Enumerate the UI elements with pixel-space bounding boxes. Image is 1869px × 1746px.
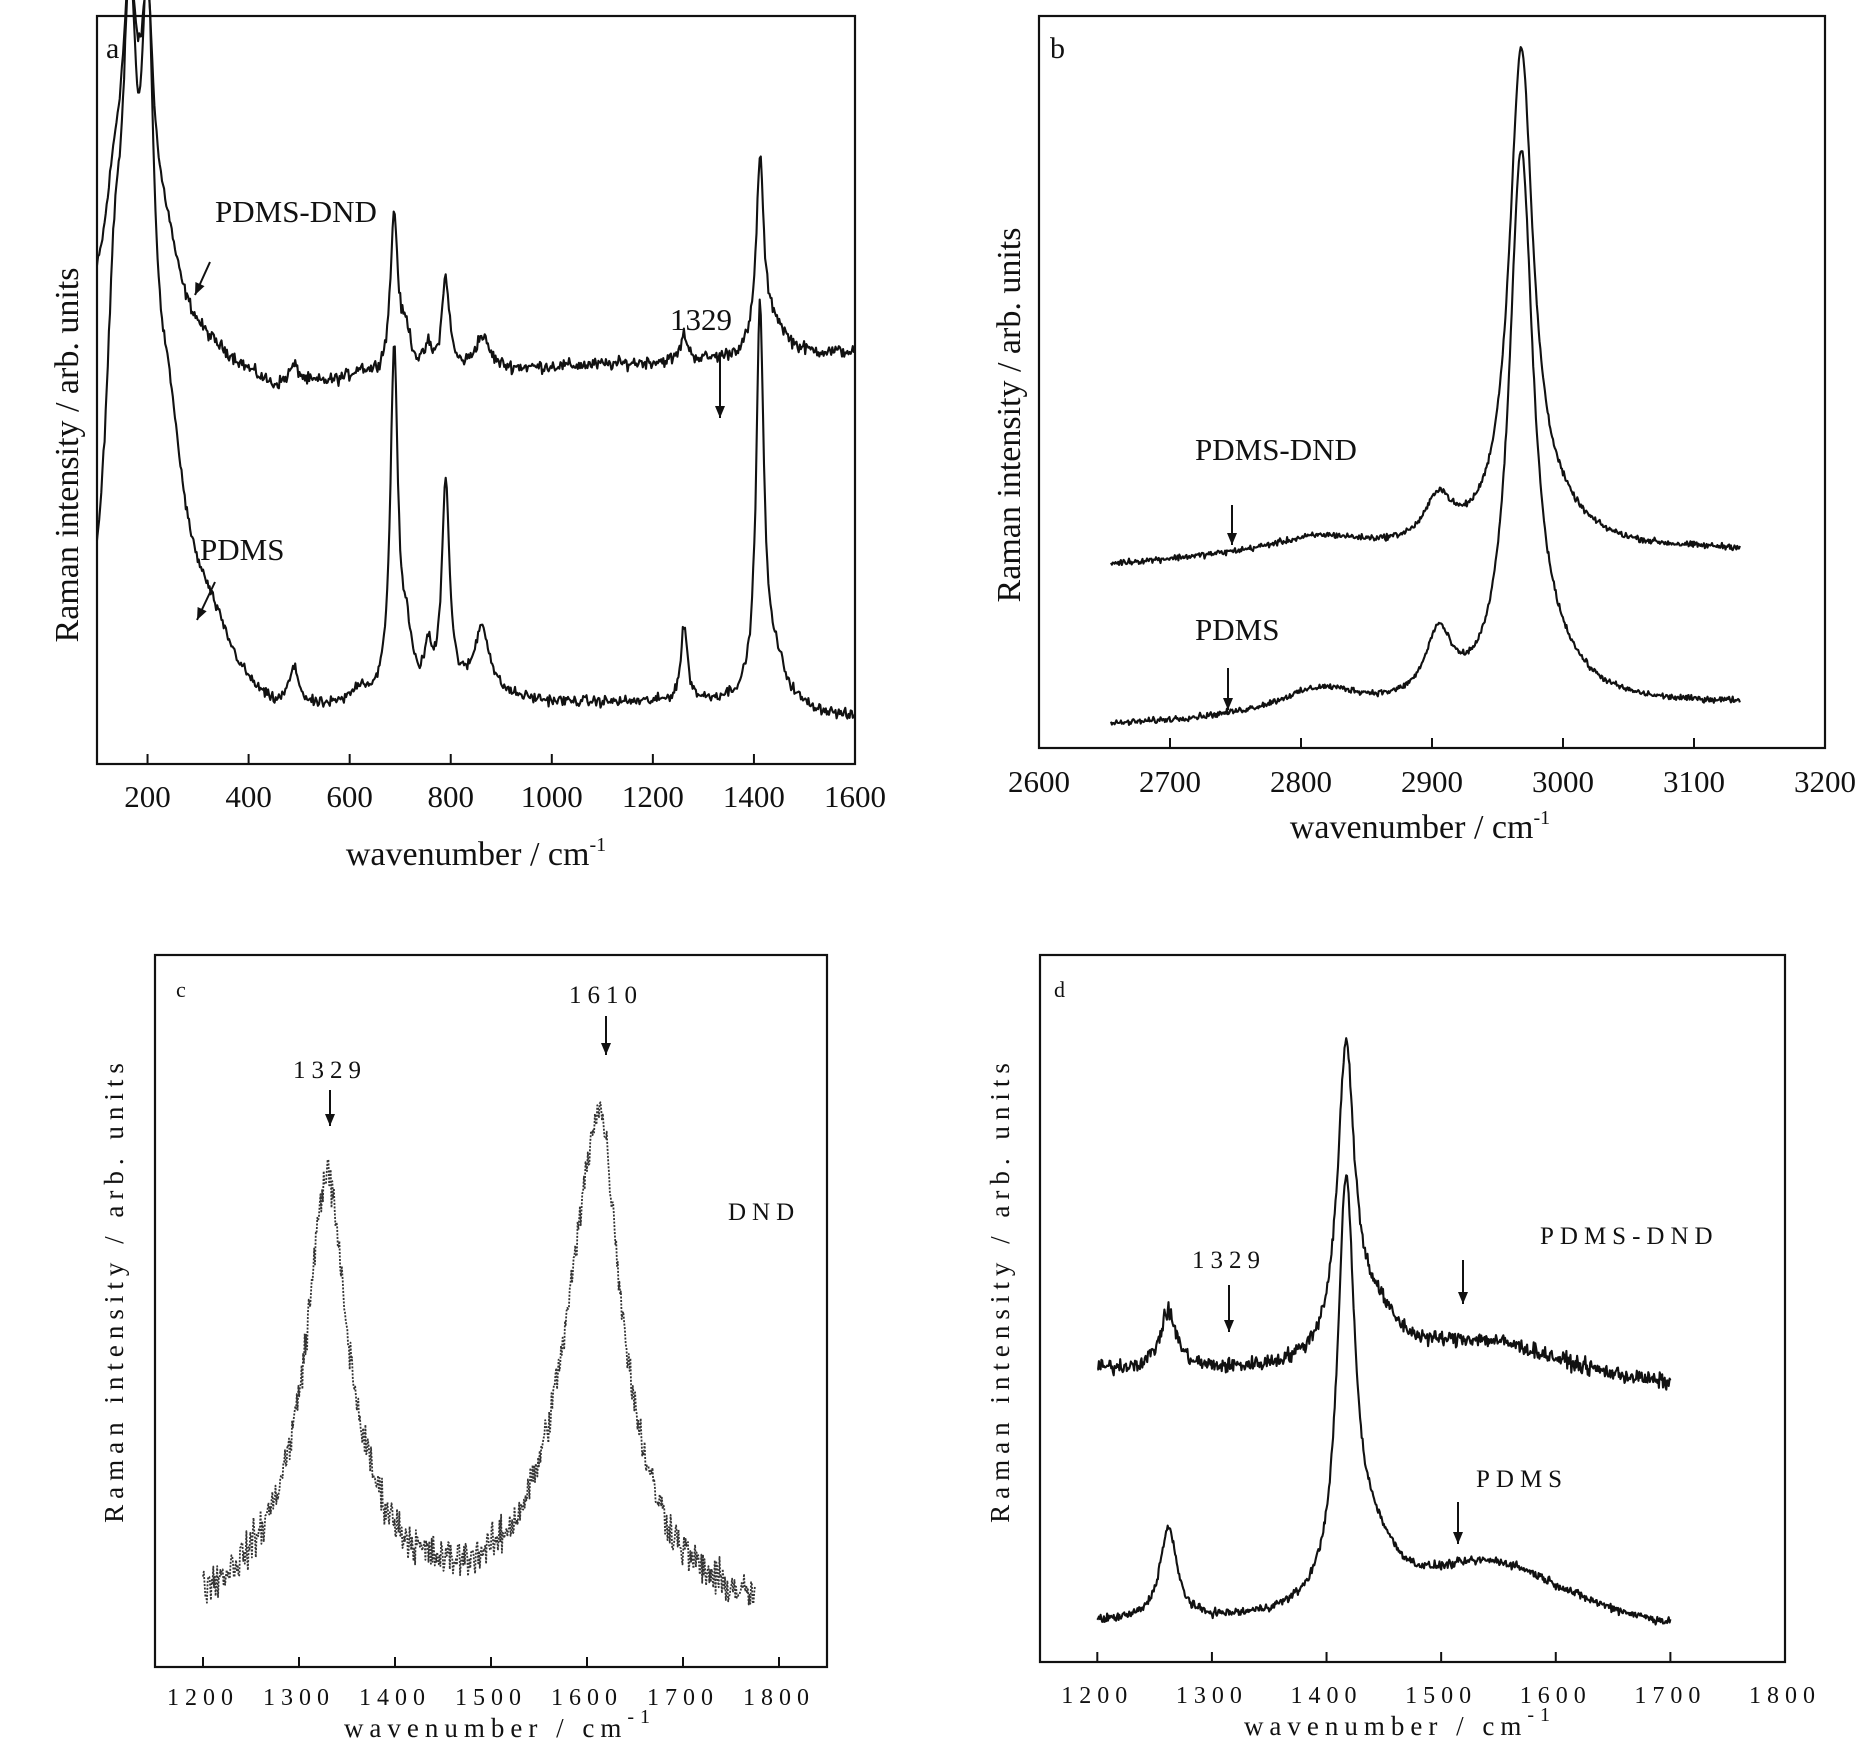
y-axis-title: Raman intensity / arb. units [985, 1057, 1015, 1523]
x-tick-label: 2900 [1401, 764, 1463, 799]
x-axis-title: wavenumber / cm-1 [346, 834, 606, 873]
x-tick-label: 2600 [1008, 764, 1070, 799]
x-axis-title: wavenumber / cm-1 [344, 1706, 656, 1743]
panel-a: a 200 400 600 800 1000 1200 1400 1600 wavenumber … [49, 0, 886, 873]
x-axis-title: wavenumber / cm-1 [1244, 1704, 1556, 1741]
series-line-pdms-dnd [1110, 46, 1741, 567]
series-line-pdms-dnd [1097, 1037, 1672, 1391]
annotation-pdms: PDMS [1476, 1466, 1568, 1493]
annotation-pdms-dnd: PDMS-DND [1540, 1223, 1719, 1250]
x-tick-label: 1700 [1634, 1683, 1706, 1709]
x-tick-label: 3200 [1794, 764, 1856, 799]
annotation-1610-arrow-head [601, 1043, 611, 1055]
x-tick-label: 1500 [1405, 1683, 1477, 1709]
annotation-pdms: PDMS [200, 532, 284, 567]
panel-d: d 1200 1300 1400 1500 1600 1700 1800 wavenumber … [985, 953, 1821, 1741]
annotation-1329-arrow-head [1224, 1320, 1234, 1332]
x-tick-label: 400 [225, 779, 272, 814]
annotation-1329-arrow-head [325, 1114, 335, 1126]
plot-frame [1038, 953, 1787, 1664]
annotation-pdms: PDMS [1195, 612, 1279, 647]
annotation-pdms-dnd-arrow-head [1227, 533, 1237, 545]
x-tick-label: 1300 [1176, 1683, 1248, 1709]
x-tick-label: 2800 [1270, 764, 1332, 799]
x-tick-label: 1400 [1291, 1683, 1363, 1709]
annotation-pdms-dnd: PDMS-DND [1195, 432, 1357, 467]
x-tick-label: 1200 [1061, 1683, 1133, 1709]
series-line-pdms [1096, 1174, 1672, 1626]
y-axis-title: Raman intensity / arb. units [49, 268, 86, 643]
x-tick-label: 1300 [263, 1685, 335, 1711]
series-line-pdms [95, 0, 856, 720]
x-tick-label: 1500 [455, 1685, 527, 1711]
x-tick-label: 1000 [521, 779, 583, 814]
annotation-pdms-dnd-arrow-head [195, 282, 205, 295]
x-tick-label: 3100 [1663, 764, 1725, 799]
x-tick-label: 600 [326, 779, 373, 814]
x-tick-label: 800 [427, 779, 474, 814]
x-tick-label: 1700 [647, 1685, 719, 1711]
series-line-dnd [202, 1101, 756, 1606]
x-tick-label: 1400 [359, 1685, 431, 1711]
panel-letter: c [176, 977, 186, 1002]
x-tick-label: 1800 [1749, 1683, 1821, 1709]
annotation-1329: 1329 [293, 1057, 367, 1084]
y-axis-title: Raman intensity / arb. units [991, 228, 1028, 603]
series-line-pdms-dnd [95, 0, 856, 390]
x-axis-title: wavenumber / cm-1 [1290, 807, 1550, 846]
annotation-dnd: DND [728, 1199, 800, 1226]
x-tick-label: 1600 [1520, 1683, 1592, 1709]
plot-frame [153, 953, 829, 1669]
x-tick-label: 1600 [551, 1685, 623, 1711]
x-tick-label: 1200 [622, 779, 684, 814]
x-tick-label: 1800 [743, 1685, 815, 1711]
x-tick-label: 1400 [723, 779, 785, 814]
annotation-pdms-dnd-arrow-head [1458, 1292, 1468, 1304]
annotation-pdms-arrow-head [197, 607, 207, 620]
panel-letter: b [1050, 32, 1065, 65]
x-tick-label: 200 [124, 779, 171, 814]
annotation-pdms-arrow-head [1453, 1532, 1463, 1544]
annotation-1329-arrow-head [715, 406, 725, 418]
x-tick-label: 2700 [1139, 764, 1201, 799]
y-axis-title: Raman intensity / arb. units [99, 1057, 129, 1523]
plot-frame [95, 14, 857, 766]
annotation-pdms-arrow-head [1223, 698, 1233, 710]
x-tick-label: 1600 [824, 779, 886, 814]
x-tick-label: 1200 [167, 1685, 239, 1711]
annotation-1329: 1329 [1192, 1247, 1266, 1274]
x-tick-label: 3000 [1532, 764, 1594, 799]
panel-letter: a [106, 32, 119, 65]
panel-c: c 1200 1300 1400 1500 1600 1700 1800 wavenumber … [99, 953, 829, 1743]
series-line-pdms [1109, 150, 1741, 726]
panel-letter: d [1054, 977, 1065, 1002]
annotation-1329: 1329 [670, 302, 732, 337]
annotation-pdms-dnd: PDMS-DND [215, 194, 377, 229]
panel-b: b 2600 2700 2800 2900 3000 3100 3200 wavenumber … [991, 14, 1856, 846]
annotation-1610: 1610 [569, 982, 643, 1009]
